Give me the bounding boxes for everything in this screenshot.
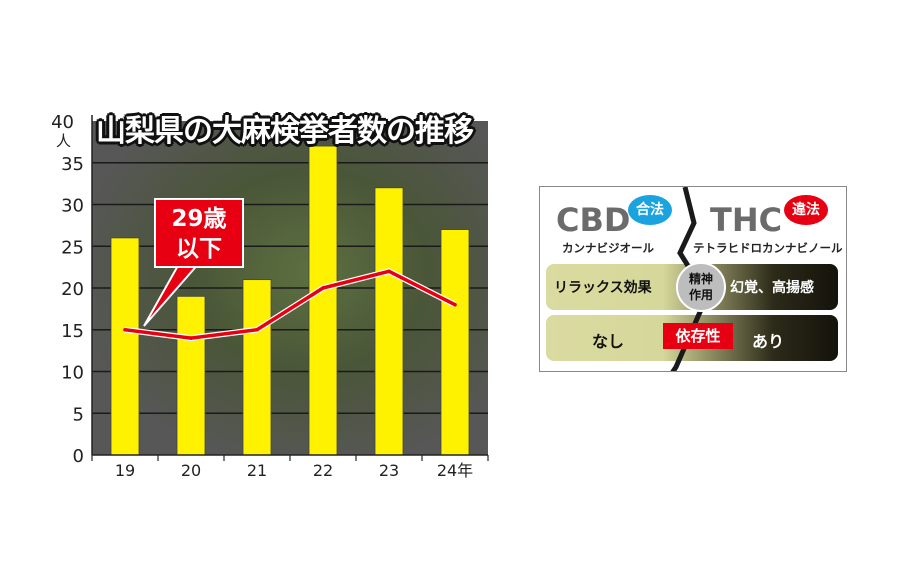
bar	[374, 187, 404, 456]
y-tick-label: 40	[51, 112, 74, 133]
line-series	[124, 269, 456, 340]
bar	[176, 295, 206, 456]
y-tick-label: 35	[61, 154, 84, 175]
dependence-label: 依存性	[663, 323, 733, 349]
callout-pointer	[143, 261, 203, 327]
y-tick-label: 0	[73, 446, 84, 467]
thc-dependence: あり	[752, 332, 785, 351]
x-tick-label: 24年	[437, 461, 473, 480]
bar	[110, 237, 140, 456]
psychoactive-label: 精神作用	[688, 272, 713, 302]
line-series-label: 29歳 以下	[154, 198, 244, 268]
y-tick-label: 20	[61, 279, 84, 300]
line-point	[123, 327, 127, 332]
line-point	[321, 286, 325, 290]
y-tick-label: 10	[61, 363, 84, 384]
illegal-badge: 違法	[784, 195, 828, 225]
y-tick-label: 5	[73, 404, 84, 425]
cbd-effect: リラックス効果	[554, 280, 652, 296]
callout-line1: 29歳	[171, 206, 227, 232]
bar	[440, 229, 470, 456]
thc-fullname: テトラヒドロカンナビノール	[693, 241, 843, 255]
bar	[308, 145, 338, 456]
x-tick-label: 22	[313, 461, 333, 480]
psychoactive-badge: 精神作用	[676, 262, 726, 312]
cbd-thc-comparison: CBD 合法 カンナビジオール THC 違法 テトラヒドロカンナビノール リラッ…	[539, 186, 847, 372]
callout-line2: 以下	[176, 236, 222, 262]
cbd-label: CBD	[556, 201, 631, 239]
x-tick-label: 19	[115, 461, 135, 480]
y-tick-label: 15	[61, 321, 84, 342]
line-point	[453, 302, 457, 307]
cbd-fullname: カンナビジオール	[562, 241, 654, 255]
line-point	[255, 327, 259, 332]
chart-title: 山梨県の大麻検挙者数の推移	[96, 114, 474, 149]
thc-label: THC	[710, 201, 783, 239]
x-tick-label: 20	[181, 461, 201, 480]
line-point	[387, 269, 391, 274]
cbd-dependence: なし	[592, 332, 625, 351]
legal-badge: 合法	[628, 195, 672, 225]
x-tick-label: 23	[379, 461, 399, 480]
y-tick-label: 30	[61, 196, 84, 217]
y-tick-label: 25	[61, 237, 84, 258]
line-point	[189, 336, 193, 340]
bar-line-chart: 0 5 10 15 20 25 30 35 40人 19 20 21 22 23 24年	[51, 112, 489, 480]
y-unit-label: 人	[56, 132, 71, 150]
thc-effect: 幻覚、高揚感	[730, 280, 814, 296]
x-tick-label: 21	[247, 461, 267, 480]
